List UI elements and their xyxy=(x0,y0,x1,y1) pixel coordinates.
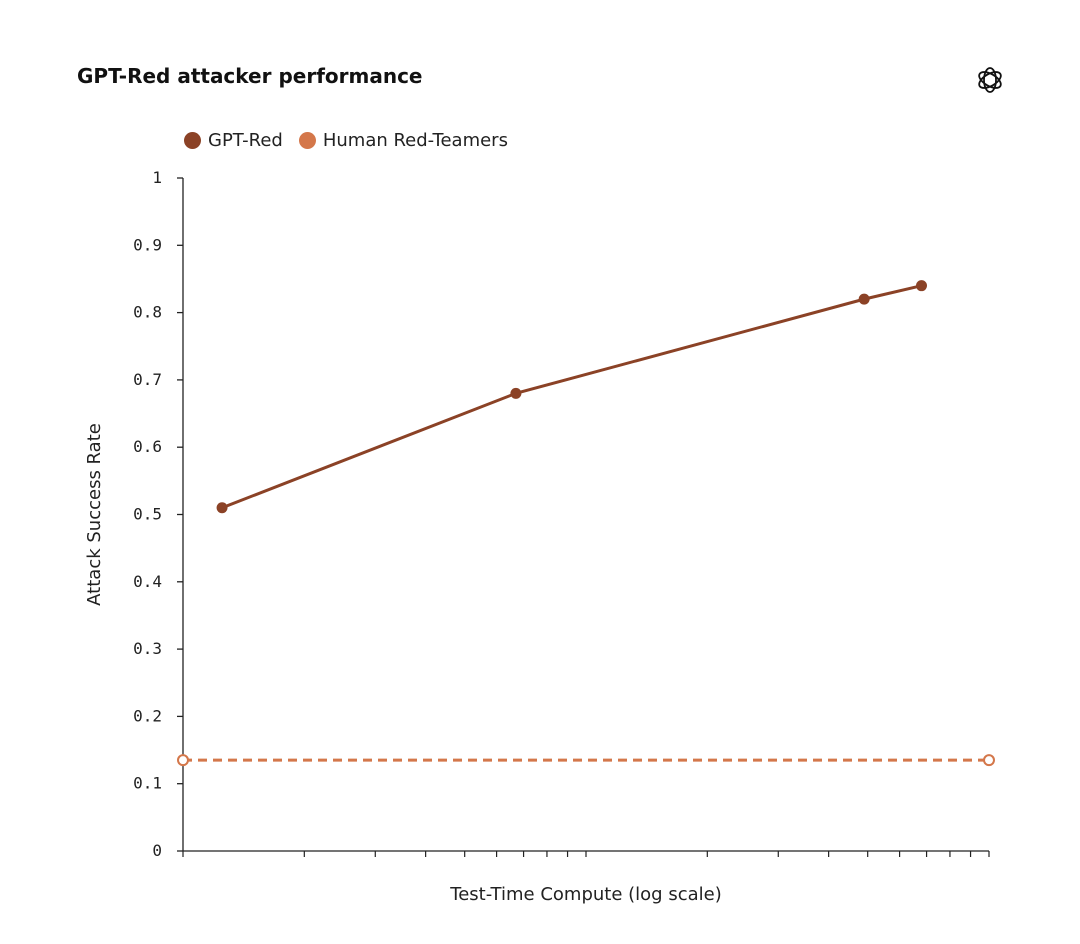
y-tick-label: 0 xyxy=(152,841,162,860)
y-tick-label: 0.1 xyxy=(133,774,162,793)
y-axis-label: Attack Success Rate xyxy=(84,423,105,606)
chart-title: GPT-Red attacker performance xyxy=(77,64,423,88)
y-tick-label: 0.9 xyxy=(133,235,162,254)
data-point xyxy=(177,754,189,767)
legend-label: GPT-Red xyxy=(208,130,283,151)
legend: GPT-Red Human Red-Teamers xyxy=(184,130,524,151)
data-point xyxy=(216,502,228,514)
legend-swatch xyxy=(184,132,201,149)
y-tick-label: 0.3 xyxy=(133,639,162,658)
x-axis-label: Test-Time Compute (log scale) xyxy=(449,884,721,905)
data-point xyxy=(916,280,928,292)
y-tick-label: 0.7 xyxy=(133,370,162,389)
data-point xyxy=(858,293,870,305)
y-tick-label: 0.5 xyxy=(133,505,162,524)
data-point xyxy=(510,387,522,399)
y-tick-label: 0.2 xyxy=(133,706,162,725)
y-tick-label: 0.6 xyxy=(133,437,162,456)
openai-logo-icon xyxy=(978,67,1002,93)
y-tick-label: 1 xyxy=(152,168,162,187)
data-point xyxy=(983,754,995,767)
legend-swatch xyxy=(298,132,316,149)
y-tick-label: 0.4 xyxy=(133,572,162,591)
legend-item: GPT-Red xyxy=(184,130,283,151)
legend-item: Human Red-Teamers xyxy=(298,130,508,151)
legend-label: Human Red-Teamers xyxy=(322,130,508,151)
y-tick-label: 0.8 xyxy=(133,303,162,322)
series-line-0 xyxy=(221,284,922,510)
